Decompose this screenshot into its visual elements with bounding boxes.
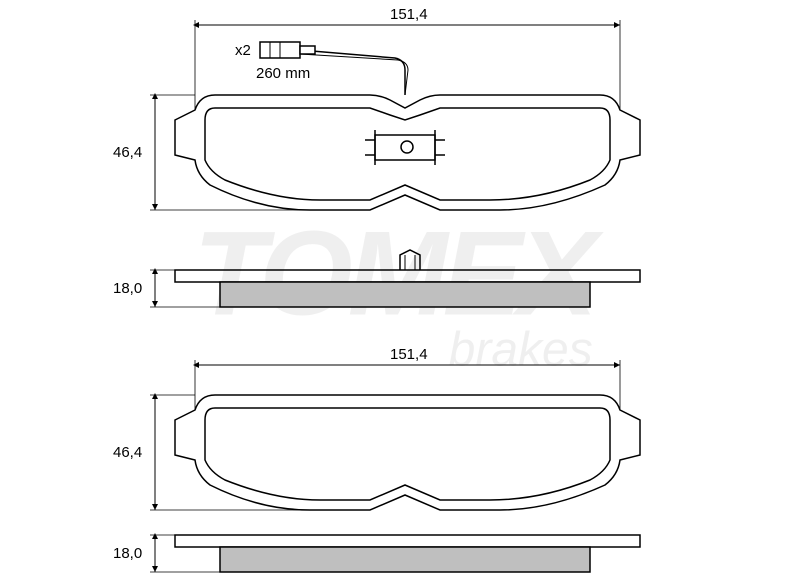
bottom-width-label: 151,4: [390, 346, 428, 363]
wire-qty-label: x2: [235, 42, 251, 59]
top-pad-friction-outline: [205, 108, 610, 200]
top-pad-center-clip: [365, 130, 445, 165]
top-thickness-label: 18,0: [113, 280, 142, 297]
bottom-height-label: 46,4: [113, 444, 142, 461]
bottom-pad-friction-outline: [205, 408, 610, 500]
top-width-label: 151,4: [390, 6, 428, 23]
technical-diagram: 151,4 x2 260 mm 46,4 18,0 151,4 46,4 18,…: [0, 0, 786, 582]
top-height-label: 46,4: [113, 144, 142, 161]
top-pad-side-view: [175, 250, 640, 307]
wire-length-label: 260 mm: [256, 65, 310, 82]
bottom-thickness-label: 18,0: [113, 545, 142, 562]
bottom-pad-outline: [175, 395, 640, 510]
bottom-pad-side-view: [175, 535, 640, 572]
